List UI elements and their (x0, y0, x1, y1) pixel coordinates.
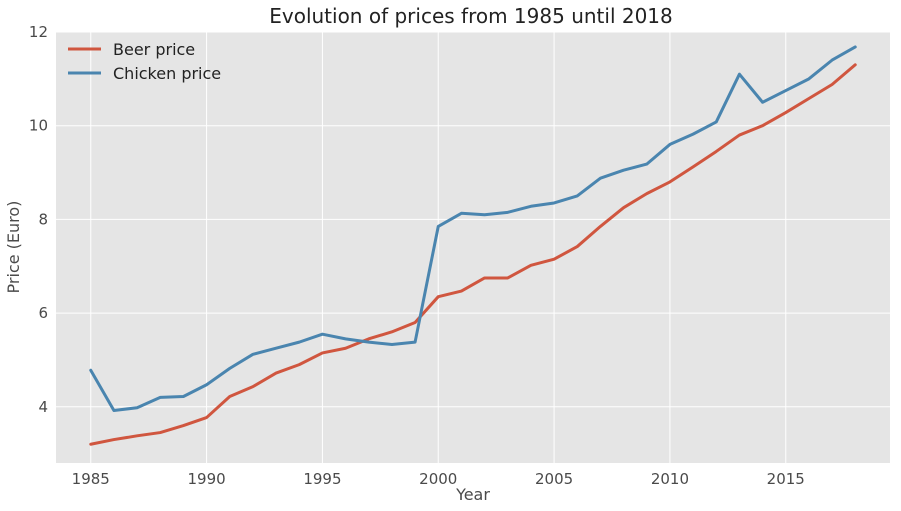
x-tick-label: 2010 (651, 470, 689, 488)
y-tick-label: 8 (38, 210, 48, 228)
legend-label: Chicken price (113, 64, 221, 83)
y-axis-label: Price (Euro) (4, 201, 23, 294)
x-tick-label: 1995 (303, 470, 341, 488)
y-axis-ticks: 4 6 8 10 12 (29, 23, 48, 416)
series-lines (89, 45, 857, 446)
y-tick-label: 12 (29, 23, 48, 41)
x-tick-label: 2000 (419, 470, 457, 488)
legend-label: Beer price (113, 40, 195, 59)
x-tick-label: 2015 (767, 470, 805, 488)
plot-area (56, 32, 890, 463)
y-tick-label: 10 (29, 117, 48, 135)
x-axis-ticks: 1985 1990 1995 2000 2005 2010 2015 (72, 470, 805, 488)
series-line-beer-price (89, 63, 857, 446)
x-tick-label: 2005 (535, 470, 573, 488)
y-tick-label: 6 (38, 304, 48, 322)
x-axis-label: Year (455, 485, 490, 504)
legend: Beer price Chicken price (68, 40, 221, 83)
series-line-chicken-price (89, 45, 857, 413)
x-tick-label: 1985 (72, 470, 110, 488)
grid-lines (56, 31, 890, 463)
y-tick-label: 4 (38, 398, 48, 416)
chart-title: Evolution of prices from 1985 until 2018 (269, 4, 673, 28)
x-tick-label: 1990 (187, 470, 225, 488)
